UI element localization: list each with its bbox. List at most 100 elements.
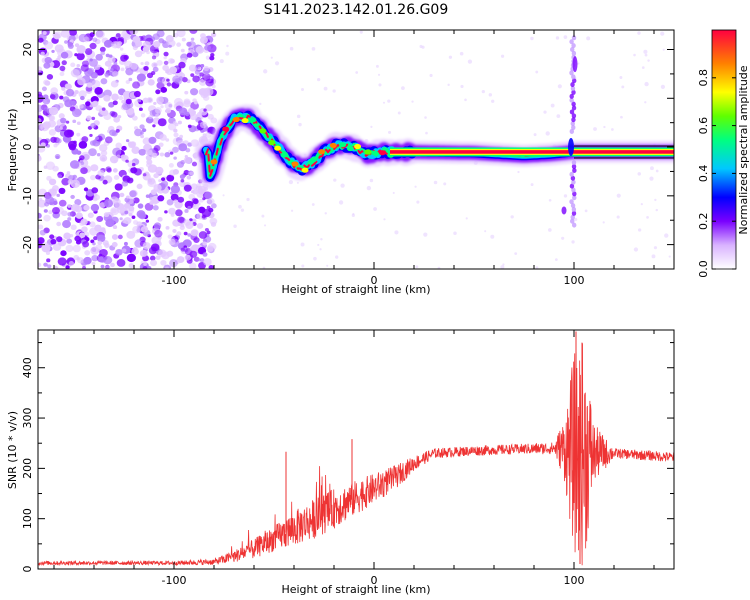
noise-blob — [178, 107, 188, 116]
noise-blob — [92, 100, 99, 107]
noise-blob — [139, 213, 146, 219]
noise-blob — [51, 49, 55, 54]
noise-blob — [151, 152, 158, 158]
faint-speckle — [561, 236, 565, 240]
noise-blob — [65, 244, 74, 253]
faint-speckle — [563, 194, 568, 198]
ridge-hotspot — [280, 152, 288, 158]
noise-blob — [76, 121, 81, 126]
faint-speckle — [647, 59, 650, 62]
faint-speckle — [556, 114, 561, 119]
noise-blob — [174, 97, 183, 107]
faint-speckle — [543, 110, 547, 114]
faint-speckle — [320, 238, 323, 241]
noise-blob — [125, 139, 130, 143]
faint-speckle — [296, 114, 301, 119]
faint-speckle — [378, 83, 382, 87]
faint-speckle — [557, 84, 562, 89]
faint-speckle — [288, 179, 294, 185]
noise-blob — [110, 68, 114, 72]
disturbance-blob — [571, 50, 577, 56]
noise-blob — [142, 266, 148, 269]
noise-blob — [129, 141, 137, 148]
noise-blob — [83, 204, 90, 211]
noise-blob — [134, 50, 143, 58]
noise-blob — [38, 104, 43, 113]
noise-blob — [189, 171, 194, 176]
noise-blob — [67, 204, 72, 208]
noise-blob — [138, 107, 143, 112]
noise-blob — [68, 261, 75, 266]
noise-blob — [76, 52, 85, 61]
noise-blob — [89, 133, 93, 137]
x-tick-label: 100 — [564, 574, 585, 587]
disturbance-blob — [569, 183, 575, 189]
faint-speckle — [233, 224, 237, 228]
noise-blob — [84, 48, 93, 55]
noise-blob — [123, 217, 132, 225]
disturbance-blob — [571, 35, 577, 41]
faint-speckle — [311, 46, 316, 51]
ridge-hotspot — [371, 150, 379, 156]
noise-blob — [150, 189, 157, 195]
noise-blob — [113, 175, 120, 181]
noise-blob — [155, 89, 161, 95]
disturbance-blob — [569, 128, 575, 134]
noise-blob — [70, 194, 75, 199]
noise-blob — [104, 72, 110, 77]
noise-blob — [92, 86, 96, 90]
noise-blob — [158, 249, 167, 258]
faint-speckle — [593, 127, 597, 131]
colorbar-tick-label: 0.8 — [697, 69, 710, 87]
noise-blob — [173, 156, 177, 160]
noise-blob — [82, 266, 86, 269]
faint-speckle — [460, 84, 464, 89]
noise-blob — [139, 124, 145, 130]
faint-speckle — [640, 203, 643, 206]
faint-speckle — [270, 56, 273, 59]
noise-blob — [150, 243, 160, 252]
faint-speckle — [491, 99, 495, 103]
y-tick-label: 300 — [21, 408, 34, 429]
noise-blob — [123, 241, 128, 246]
noise-blob — [74, 43, 80, 48]
noise-blob — [112, 70, 119, 77]
noise-blob — [38, 111, 41, 117]
faint-speckle — [382, 101, 386, 104]
noise-blob — [103, 255, 113, 265]
noise-blob — [154, 229, 163, 238]
disturbance-blob — [571, 187, 576, 193]
noise-blob — [142, 97, 149, 104]
noise-blob — [106, 167, 112, 173]
noise-blob — [95, 136, 100, 140]
ridge-hotspot — [318, 149, 326, 155]
noise-blob — [173, 132, 179, 138]
noise-blob — [78, 90, 87, 98]
noise-blob — [60, 51, 69, 59]
noise-blob — [151, 55, 157, 60]
noise-blob — [161, 177, 166, 181]
faint-speckle — [324, 212, 327, 215]
disturbance-blob — [569, 199, 574, 205]
noise-blob — [144, 61, 150, 66]
noise-blob — [100, 227, 106, 232]
faint-speckle — [633, 247, 639, 252]
faint-speckle — [301, 264, 305, 268]
noise-blob — [59, 71, 65, 77]
faint-speckle — [668, 255, 671, 258]
noise-blob — [177, 120, 182, 125]
faint-speckle — [490, 234, 495, 239]
noise-blob — [82, 241, 90, 248]
faint-speckle — [584, 209, 588, 213]
disturbance-blob — [570, 218, 575, 224]
colorbar-ticks: 0.0 0.2 0.4 0.6 0.8 — [697, 69, 736, 278]
noise-blob — [46, 258, 51, 263]
faint-speckle — [263, 69, 268, 74]
noise-blob — [190, 73, 195, 77]
disturbance-blob — [571, 125, 576, 131]
faint-speckle — [586, 36, 591, 41]
snr-ticks: -100 0 100 0 100 200 300 400 — [21, 330, 674, 587]
faint-speckle — [502, 263, 505, 266]
noise-blob — [130, 62, 138, 70]
noise-blob — [113, 61, 118, 66]
